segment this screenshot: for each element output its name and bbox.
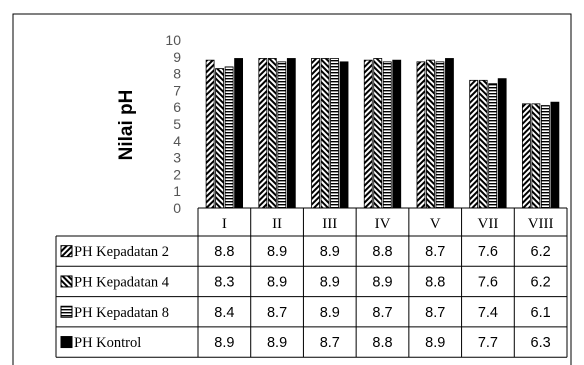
- series-name: PH Kepadatan 2: [74, 244, 169, 260]
- bar-2-2: [267, 58, 277, 209]
- legend-swatch: [60, 275, 73, 288]
- bar-1-5: [416, 61, 426, 209]
- data-value: 7.4: [478, 305, 498, 321]
- bar-3-6: [488, 83, 498, 209]
- y-tick-label: 6: [173, 99, 181, 115]
- bar-4-2: [286, 58, 296, 209]
- y-tick-label: 8: [173, 66, 181, 82]
- data-value: 8.7: [320, 335, 340, 351]
- y-tick-label: 0: [173, 200, 181, 216]
- bar-2-4: [373, 58, 383, 209]
- y-tick-label: 1: [173, 183, 181, 199]
- bar-1-2: [258, 58, 268, 209]
- data-value: 8.9: [320, 244, 340, 260]
- data-value: 8.9: [320, 305, 340, 321]
- data-value: 8.8: [372, 335, 392, 351]
- bar-1-4: [363, 59, 373, 209]
- bar-3-3: [330, 58, 339, 209]
- data-value: 8.8: [372, 244, 392, 260]
- data-value: 8.7: [425, 244, 445, 260]
- chart-frame: [12, 13, 572, 365]
- data-value: 7.7: [478, 335, 498, 351]
- data-value: 6.2: [531, 244, 551, 260]
- data-value: 8.8: [214, 244, 234, 260]
- data-value: 7.6: [478, 274, 498, 290]
- bar-2-3: [320, 58, 330, 209]
- y-tick-label: 2: [173, 166, 181, 182]
- bar-area: [205, 58, 560, 209]
- legend-swatch: [60, 336, 73, 349]
- y-tick-label: 3: [173, 150, 181, 166]
- data-value: 8.8: [425, 274, 445, 290]
- bar-3-7: [540, 105, 550, 209]
- y-tick-label: 10: [165, 32, 181, 48]
- bar-4-3: [339, 61, 349, 209]
- bar-2-7: [531, 103, 541, 209]
- legend-swatch: [60, 305, 73, 318]
- y-tick-label: 7: [173, 82, 181, 98]
- category-label: VII: [478, 216, 499, 232]
- y-tick-label: 4: [173, 133, 181, 149]
- category-label: V: [430, 216, 441, 232]
- data-value: 8.7: [372, 305, 392, 321]
- data-value: 8.9: [425, 335, 445, 351]
- data-value: 7.6: [478, 244, 498, 260]
- series-name: PH Kontrol: [74, 335, 141, 351]
- category-label: IV: [375, 216, 391, 232]
- data-value: 6.3: [531, 335, 551, 351]
- bar-1-1: [205, 59, 215, 209]
- bar-3-4: [382, 61, 392, 209]
- bar-1-3: [311, 58, 320, 209]
- series-name: PH Kepadatan 8: [74, 305, 169, 321]
- data-value: 6.1: [531, 305, 551, 321]
- data-value: 8.7: [425, 305, 445, 321]
- bar-3-1: [224, 66, 234, 209]
- y-tick-label: 5: [173, 116, 181, 132]
- bar-2-5: [426, 59, 435, 209]
- data-value: 8.9: [214, 335, 234, 351]
- category-label: VIII: [528, 216, 554, 232]
- bar-4-4: [392, 59, 402, 209]
- bar-1-7: [521, 103, 531, 209]
- bar-4-1: [234, 58, 244, 209]
- data-value: 8.9: [267, 274, 287, 290]
- category-label: II: [272, 216, 282, 232]
- data-value: 8.9: [267, 335, 287, 351]
- bar-2-1: [215, 68, 225, 209]
- bar-2-6: [478, 79, 488, 209]
- series-name: PH Kepadatan 4: [74, 274, 170, 290]
- bar-4-7: [550, 101, 560, 209]
- bar-3-2: [277, 61, 287, 209]
- bar-4-6: [497, 78, 507, 209]
- data-value: 6.2: [531, 274, 551, 290]
- bar-4-5: [445, 58, 454, 209]
- data-value: 8.3: [214, 274, 234, 290]
- data-value: 8.4: [214, 305, 234, 321]
- category-label: III: [322, 216, 337, 232]
- data-value: 8.9: [320, 274, 340, 290]
- data-value: 8.7: [267, 305, 287, 321]
- legend-swatch: [60, 245, 73, 258]
- bar-1-6: [469, 79, 479, 209]
- category-label: I: [222, 216, 227, 232]
- y-axis-title: Nilai pH: [116, 90, 137, 161]
- y-tick-label: 9: [173, 49, 181, 65]
- data-value: 8.9: [372, 274, 392, 290]
- data-value: 8.9: [267, 244, 287, 260]
- bar-3-5: [435, 61, 445, 209]
